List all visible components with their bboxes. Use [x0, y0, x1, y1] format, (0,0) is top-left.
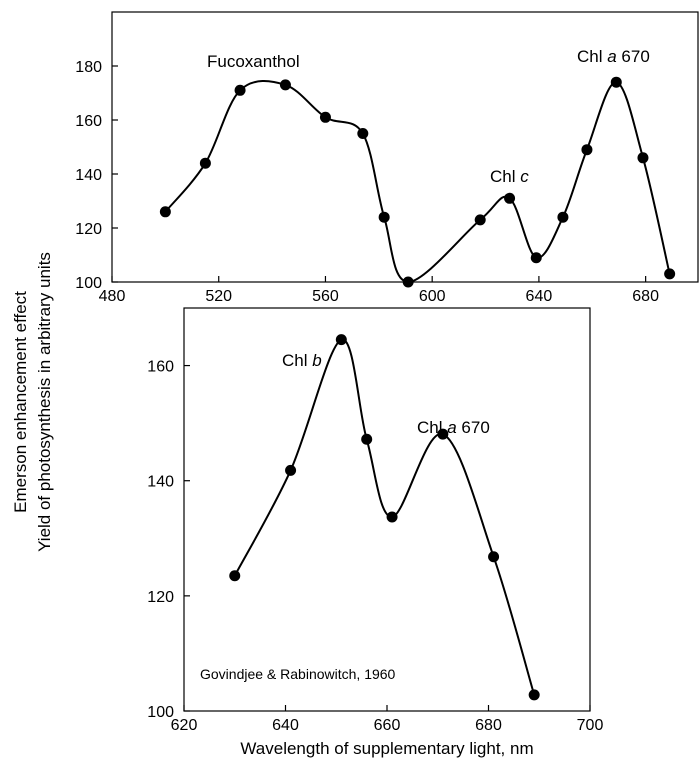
annotation-fucoxanthol: Fucoxanthol: [207, 52, 300, 71]
top-series-line: [164, 80, 671, 284]
top-data-point: [610, 76, 622, 88]
top-data-point: [504, 192, 516, 204]
source-note: Govindjee & Rabinowitch, 1960: [200, 666, 396, 682]
bottom-x-tick-label: 660: [374, 717, 401, 734]
top-y-tick-label: 120: [75, 221, 102, 238]
bottom-data-point: [335, 334, 347, 346]
top-x-tick-label: 480: [99, 288, 126, 305]
top-x-tick-label: 600: [419, 288, 446, 305]
bottom-y-tick-label: 160: [147, 359, 174, 376]
top-data-point: [557, 211, 569, 223]
top-data-point: [357, 128, 369, 139]
top-data-point: [637, 152, 649, 164]
bottom-x-tick-label: 700: [577, 717, 604, 734]
top-y-tick-label: 140: [75, 167, 102, 184]
bottom-data-point: [229, 570, 241, 582]
top-data-point: [664, 268, 676, 280]
top-data-point: [199, 157, 211, 169]
bottom-y-tick-label: 140: [147, 474, 174, 491]
top-data-point: [581, 144, 593, 156]
top-y-tick-label: 100: [75, 275, 102, 292]
bottom-data-point: [361, 433, 373, 445]
top-y-tick-label: 180: [75, 59, 102, 76]
top-data-point: [474, 214, 486, 226]
bottom-data-point: [437, 428, 449, 440]
top-y-tick-label: 160: [75, 113, 102, 130]
x-axis-title: Wavelength of supplementary light, nm: [240, 739, 533, 758]
annotation-chl-a-670-bottom: Chl a 670: [417, 418, 490, 437]
bottom-y-tick-label: 120: [147, 589, 174, 606]
top-chart-panel: 480 520 560 600 640 680 100 120 140 160 180 Fucoxa…: [75, 11, 699, 305]
top-x-tick-label: 520: [205, 288, 232, 305]
bottom-series-line: [233, 338, 536, 696]
bottom-y-tick-label: 100: [147, 704, 174, 721]
bottom-data-point: [488, 551, 500, 563]
top-data-point: [319, 111, 331, 123]
top-x-tick-label: 560: [312, 288, 339, 305]
annotation-chl-a-670-top: Chl a 670: [577, 47, 650, 66]
bottom-data-point: [386, 511, 398, 523]
top-data-point: [402, 276, 414, 288]
annotation-chl-b: Chl b: [282, 351, 322, 370]
bottom-data-point: [285, 464, 297, 476]
top-data-point: [159, 206, 171, 218]
annotation-chl-c: Chl c: [490, 167, 529, 186]
y-axis-title-line1: Emerson enhancement effect: [11, 291, 30, 513]
bottom-x-tick-label: 640: [272, 717, 299, 734]
bottom-plot-frame: [183, 307, 591, 712]
top-x-tick-label: 680: [632, 288, 659, 305]
bottom-data-point: [528, 689, 540, 701]
top-data-point: [530, 252, 542, 264]
top-data-point: [279, 79, 291, 91]
bottom-chart-panel: 620 640 660 680 700 100 120 140 160 Chl b Chl a …: [147, 307, 604, 734]
bottom-x-tick-label: 620: [171, 717, 198, 734]
top-x-tick-label: 640: [526, 288, 553, 305]
bottom-x-tick-label: 680: [475, 717, 502, 734]
top-data-point: [234, 84, 246, 96]
top-data-point: [378, 211, 390, 223]
y-axis-title-line2: Yield of photosynthesis in arbitrary uni…: [35, 252, 54, 552]
